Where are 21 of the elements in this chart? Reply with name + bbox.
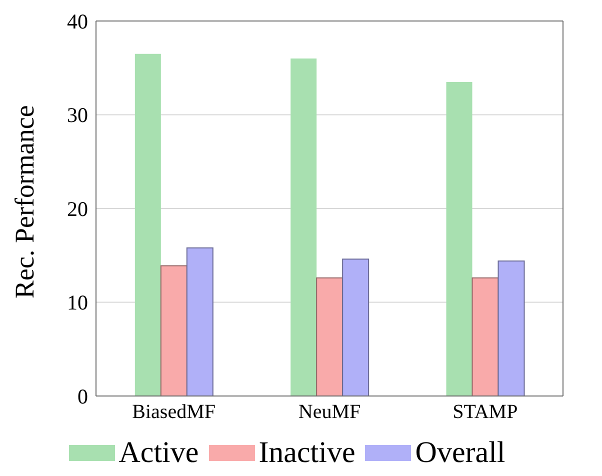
- bar: [186, 247, 214, 396]
- legend-label: Active: [118, 436, 199, 470]
- legend-label: Inactive: [258, 436, 356, 470]
- bar: [134, 54, 161, 396]
- y-tick-label: 40: [67, 9, 88, 34]
- x-tick-label: STAMP: [452, 401, 518, 424]
- x-tick-label: BiasedMF: [132, 401, 216, 424]
- legend-label: Overall: [414, 436, 506, 470]
- bar: [498, 260, 525, 396]
- bar: [446, 82, 472, 396]
- bar: [290, 58, 317, 396]
- y-tick-label: 20: [67, 196, 88, 221]
- y-tick-label: 10: [67, 290, 88, 315]
- bar: [316, 277, 344, 396]
- y-tick-label: 30: [67, 103, 88, 128]
- y-axis-title: Rec. Performance: [10, 105, 40, 298]
- bar: [342, 258, 370, 396]
- bar: [160, 265, 188, 396]
- x-tick-label: NeuMF: [298, 401, 361, 424]
- bar: [472, 277, 499, 396]
- y-tick-label: 0: [78, 384, 88, 408]
